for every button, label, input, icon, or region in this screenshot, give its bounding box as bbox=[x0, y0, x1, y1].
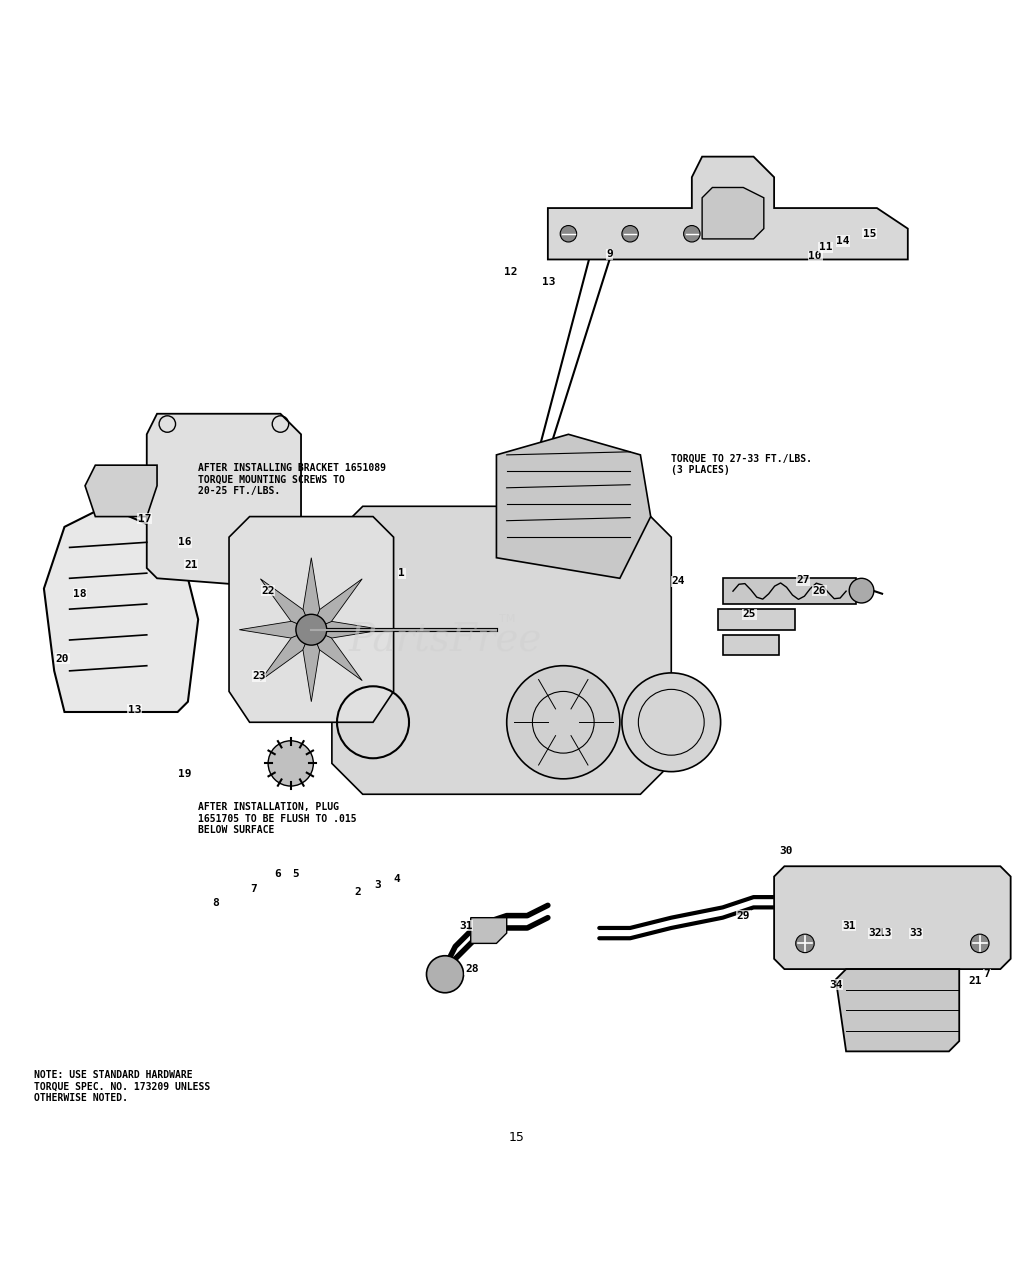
Circle shape bbox=[796, 934, 814, 952]
Polygon shape bbox=[332, 507, 671, 795]
Text: 4: 4 bbox=[393, 873, 400, 883]
Polygon shape bbox=[702, 187, 764, 239]
Text: 2: 2 bbox=[355, 887, 361, 897]
Polygon shape bbox=[261, 630, 311, 681]
Text: 31: 31 bbox=[459, 920, 473, 931]
Polygon shape bbox=[311, 621, 384, 639]
Text: 33: 33 bbox=[909, 928, 922, 938]
Polygon shape bbox=[723, 635, 780, 655]
Polygon shape bbox=[718, 609, 795, 630]
Circle shape bbox=[971, 934, 990, 952]
Polygon shape bbox=[239, 621, 311, 639]
Polygon shape bbox=[85, 465, 157, 517]
Text: 26: 26 bbox=[813, 586, 826, 595]
Text: 7: 7 bbox=[250, 884, 257, 893]
Circle shape bbox=[268, 741, 313, 786]
Text: 34: 34 bbox=[829, 979, 843, 989]
Circle shape bbox=[621, 673, 721, 772]
Text: NOTE: USE STANDARD HARDWARE
TORQUE SPEC. NO. 173209 UNLESS
OTHERWISE NOTED.: NOTE: USE STANDARD HARDWARE TORQUE SPEC.… bbox=[34, 1070, 210, 1103]
Text: 22: 22 bbox=[262, 586, 275, 595]
Text: 30: 30 bbox=[780, 846, 793, 856]
Text: 7: 7 bbox=[983, 969, 991, 979]
Polygon shape bbox=[835, 969, 960, 1051]
Text: 13: 13 bbox=[879, 928, 892, 938]
Circle shape bbox=[621, 225, 638, 242]
Circle shape bbox=[296, 614, 327, 645]
Text: 14: 14 bbox=[837, 236, 850, 246]
Text: 21: 21 bbox=[968, 977, 981, 987]
Circle shape bbox=[507, 666, 619, 778]
Circle shape bbox=[683, 225, 700, 242]
Text: 21: 21 bbox=[184, 559, 197, 570]
Text: TM: TM bbox=[498, 614, 515, 625]
Circle shape bbox=[849, 579, 874, 603]
Polygon shape bbox=[230, 517, 394, 722]
Polygon shape bbox=[147, 413, 301, 589]
Polygon shape bbox=[548, 156, 908, 260]
Text: 20: 20 bbox=[56, 654, 69, 663]
Text: AFTER INSTALLATION, PLUG
1651705 TO BE FLUSH TO .015
BELOW SURFACE: AFTER INSTALLATION, PLUG 1651705 TO BE F… bbox=[199, 803, 357, 836]
Text: 12: 12 bbox=[505, 266, 518, 276]
Text: 23: 23 bbox=[252, 671, 266, 681]
Text: 11: 11 bbox=[819, 242, 832, 252]
Circle shape bbox=[560, 225, 577, 242]
Text: 13: 13 bbox=[127, 705, 142, 716]
Text: 17: 17 bbox=[138, 513, 151, 524]
Text: 8: 8 bbox=[212, 899, 219, 909]
Text: 3: 3 bbox=[374, 879, 382, 890]
Polygon shape bbox=[723, 579, 856, 604]
Text: 10: 10 bbox=[809, 251, 822, 261]
Polygon shape bbox=[774, 867, 1010, 969]
Polygon shape bbox=[311, 630, 362, 681]
Text: 1: 1 bbox=[398, 568, 405, 579]
Text: 15: 15 bbox=[863, 229, 877, 239]
Text: 24: 24 bbox=[672, 576, 686, 586]
Text: 29: 29 bbox=[736, 910, 750, 920]
Text: 13: 13 bbox=[542, 276, 555, 287]
Text: 5: 5 bbox=[293, 869, 299, 879]
Text: AFTER INSTALLING BRACKET 1651089
TORQUE MOUNTING SCREWS TO
20-25 FT./LBS.: AFTER INSTALLING BRACKET 1651089 TORQUE … bbox=[199, 463, 386, 497]
Polygon shape bbox=[303, 558, 320, 630]
Polygon shape bbox=[43, 507, 199, 712]
Polygon shape bbox=[311, 579, 362, 630]
Text: 9: 9 bbox=[606, 250, 613, 260]
Text: TORQUE TO 27-33 FT./LBS.
(3 PLACES): TORQUE TO 27-33 FT./LBS. (3 PLACES) bbox=[671, 454, 813, 475]
Text: 32: 32 bbox=[869, 928, 882, 938]
Text: 19: 19 bbox=[178, 769, 191, 778]
Polygon shape bbox=[303, 630, 320, 701]
Text: 6: 6 bbox=[274, 869, 281, 879]
Circle shape bbox=[426, 956, 463, 993]
Polygon shape bbox=[261, 579, 311, 630]
Text: 27: 27 bbox=[796, 575, 810, 585]
Text: 28: 28 bbox=[465, 964, 479, 974]
Text: PartsFree: PartsFree bbox=[348, 622, 542, 658]
Text: 18: 18 bbox=[73, 589, 87, 599]
Polygon shape bbox=[470, 918, 507, 943]
Text: 31: 31 bbox=[843, 920, 856, 931]
Text: 15: 15 bbox=[509, 1132, 525, 1144]
Text: 25: 25 bbox=[742, 609, 756, 620]
Polygon shape bbox=[496, 434, 650, 579]
Text: 16: 16 bbox=[178, 538, 191, 548]
